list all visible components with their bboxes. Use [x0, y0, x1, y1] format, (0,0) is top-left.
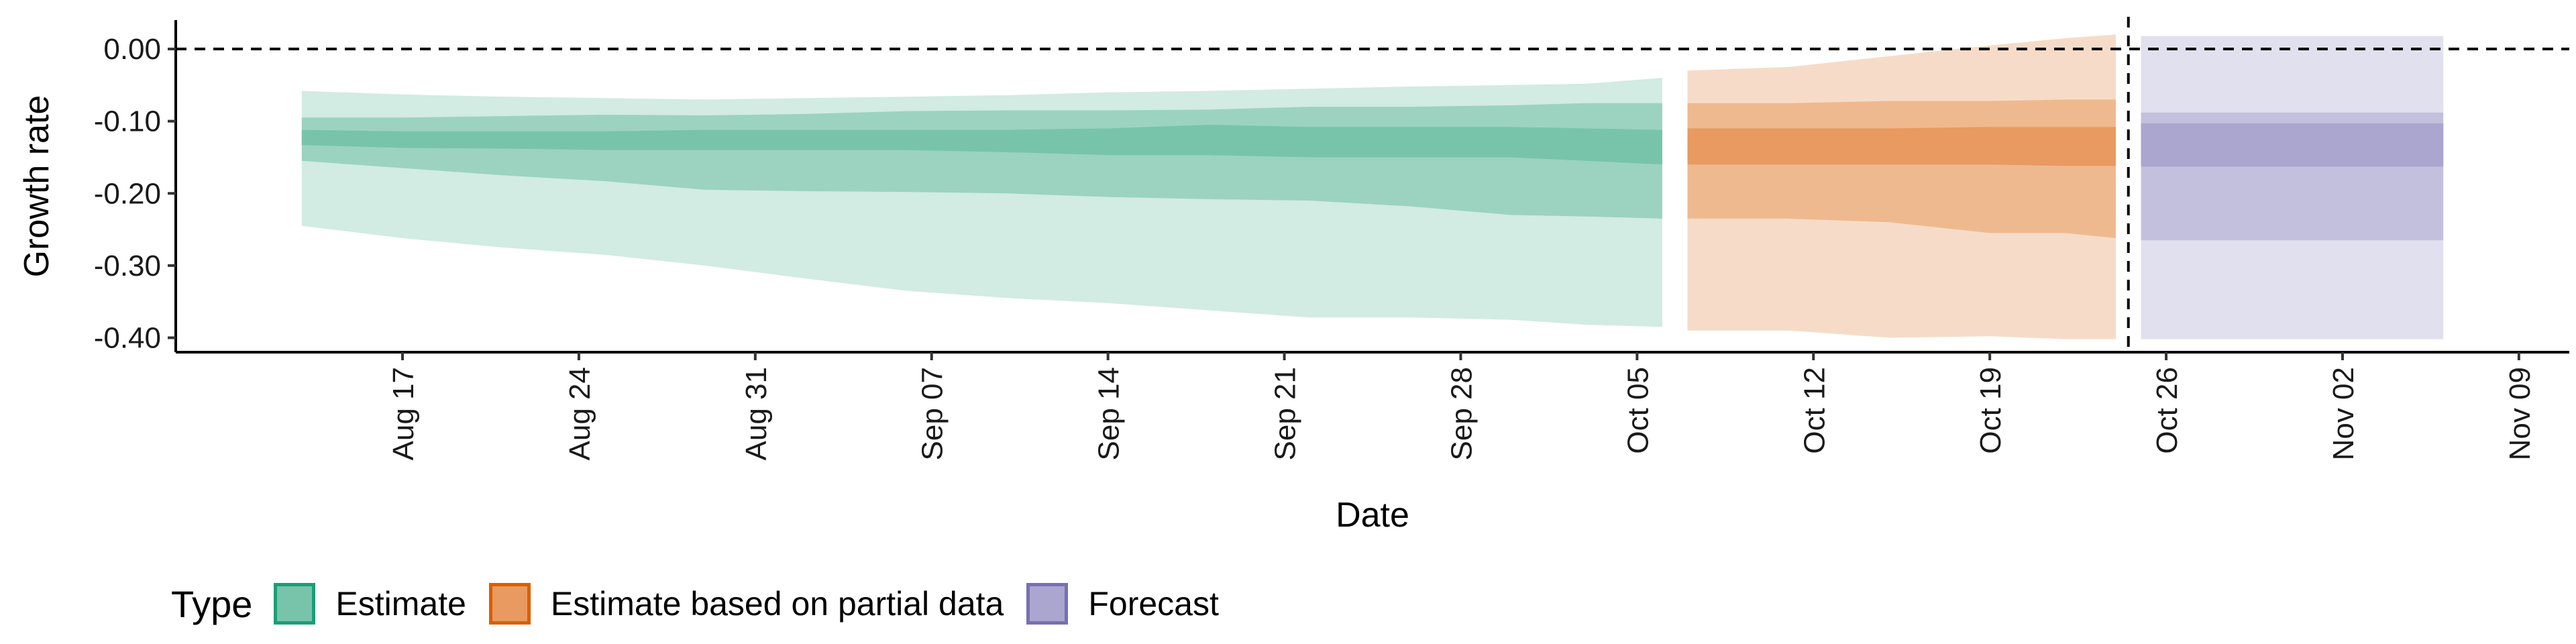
- legend-label-partial: Estimate based on partial data: [550, 585, 1004, 623]
- tick-labels: 0.00 -0.10 -0.20 -0.30 -0.40 Aug 17 Aug 24 Aug …: [94, 33, 2536, 460]
- x-tick-label: Oct 26: [2151, 367, 2184, 454]
- x-tick-label: Sep 28: [1445, 367, 1478, 460]
- x-tick-label: Sep 07: [916, 367, 949, 460]
- x-tick-label: Aug 31: [740, 367, 773, 460]
- x-tick-label: Aug 24: [564, 367, 596, 460]
- x-axis-title: Date: [1336, 496, 1409, 535]
- legend-label-estimate: Estimate: [335, 585, 466, 623]
- band-mid-series-1: [1687, 99, 2116, 238]
- x-tick-label: Oct 19: [1974, 367, 2007, 454]
- ribbon-bands: [301, 34, 2444, 339]
- legend-label-forecast: Forecast: [1088, 585, 1219, 623]
- y-tick-label: -0.30: [94, 250, 161, 282]
- x-tick-label: Sep 21: [1269, 367, 1302, 460]
- y-tick-label: 0.00: [103, 33, 161, 66]
- reference-lines: [176, 17, 2569, 352]
- x-tick-label: Aug 17: [387, 367, 420, 460]
- legend-swatch-partial: [488, 583, 531, 625]
- series-1: [1687, 34, 2116, 339]
- band-inner-series-0: [301, 125, 1662, 165]
- band-inner-series-1: [1687, 127, 2116, 166]
- series-2: [2141, 36, 2444, 339]
- x-tick-label: Nov 09: [2504, 367, 2536, 460]
- y-tick-label: -0.10: [94, 105, 161, 138]
- axes: [174, 20, 2569, 354]
- x-tick-label: Sep 14: [1093, 367, 1126, 460]
- legend-swatch-estimate: [274, 583, 316, 625]
- y-axis-title: Growth rate: [17, 95, 56, 278]
- legend-item-partial: Estimate based on partial data: [488, 583, 1004, 625]
- y-tick-label: -0.40: [94, 321, 161, 354]
- y-tick-label: -0.20: [94, 177, 161, 210]
- legend-item-forecast: Forecast: [1026, 583, 1219, 625]
- growth-rate-chart: 0.00 -0.10 -0.20 -0.30 -0.40 Aug 17 Aug 24 Aug …: [17, 17, 2569, 535]
- x-tick-label: Nov 02: [2327, 367, 2360, 460]
- legend-swatch-forecast: [1026, 583, 1069, 625]
- legend: Type Estimate Estimate based on partial …: [171, 578, 1242, 629]
- legend-item-estimate: Estimate: [274, 583, 466, 625]
- x-tick-label: Oct 12: [1798, 367, 1831, 454]
- series-0: [301, 78, 1662, 327]
- x-tick-label: Oct 05: [1621, 367, 1654, 454]
- band-inner-series-2: [2141, 123, 2444, 167]
- legend-title: Type: [171, 582, 253, 625]
